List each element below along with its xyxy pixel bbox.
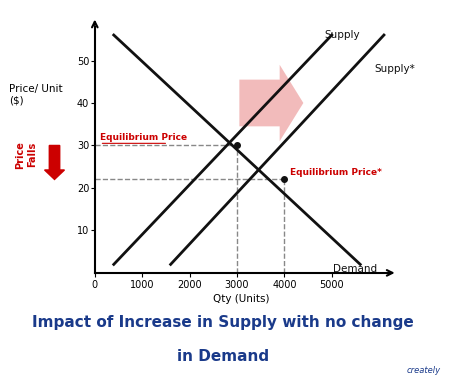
Text: Equilibrium Price*: Equilibrium Price* — [290, 168, 382, 177]
Text: Equilibrium Price: Equilibrium Price — [100, 133, 187, 142]
Text: Supply*: Supply* — [374, 64, 415, 74]
X-axis label: Qty (Units): Qty (Units) — [213, 294, 270, 304]
Text: in Demand: in Demand — [177, 349, 269, 364]
Text: Price
Falls: Price Falls — [15, 141, 37, 169]
Text: Price/ Unit
($): Price/ Unit ($) — [9, 84, 63, 105]
Text: Impact of Increase in Supply with no change: Impact of Increase in Supply with no cha… — [32, 315, 414, 330]
Text: creately: creately — [407, 366, 441, 375]
Text: Supply: Supply — [325, 30, 360, 40]
Polygon shape — [239, 65, 303, 141]
Text: Demand: Demand — [333, 265, 378, 274]
